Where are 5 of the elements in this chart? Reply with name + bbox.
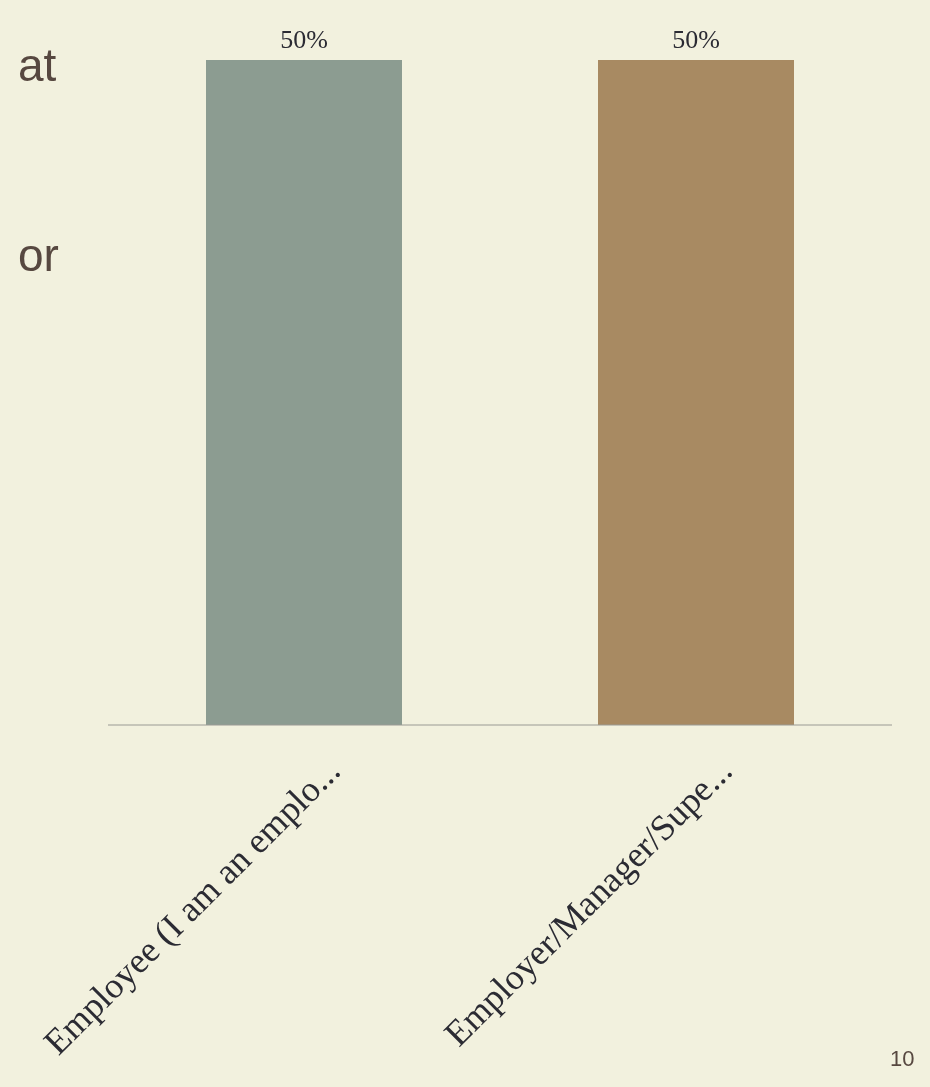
text: at — [18, 38, 57, 92]
data-label: 50% — [672, 25, 720, 54]
text: 10 — [890, 1046, 915, 1072]
data-label: 50% — [280, 25, 328, 54]
text: or — [18, 228, 59, 282]
